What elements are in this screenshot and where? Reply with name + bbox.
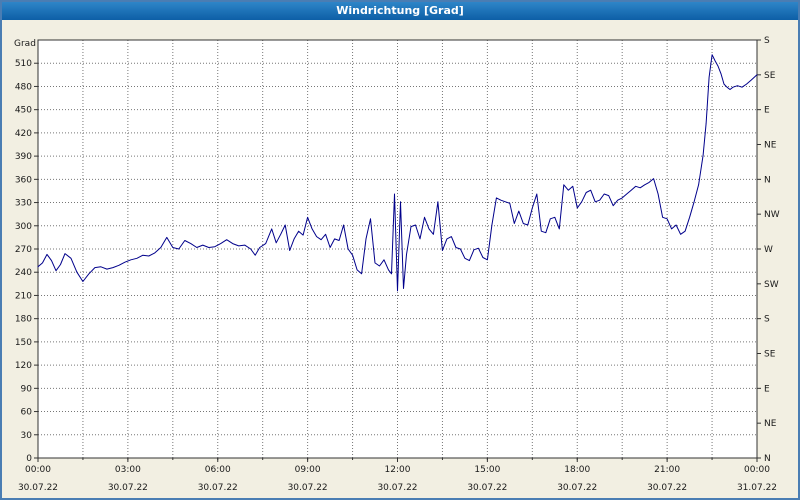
svg-text:06:00: 06:00 xyxy=(205,465,231,475)
svg-text:30.07.22: 30.07.22 xyxy=(467,483,507,493)
svg-text:480: 480 xyxy=(15,82,32,92)
svg-text:NE: NE xyxy=(764,141,777,151)
svg-text:SE: SE xyxy=(764,71,776,81)
svg-text:00:00: 00:00 xyxy=(744,465,770,475)
svg-text:NE: NE xyxy=(764,419,777,429)
svg-text:390: 390 xyxy=(15,152,32,162)
svg-text:30.07.22: 30.07.22 xyxy=(288,483,328,493)
svg-text:S: S xyxy=(764,315,770,325)
svg-text:N: N xyxy=(764,454,771,464)
svg-text:180: 180 xyxy=(15,315,32,325)
svg-text:150: 150 xyxy=(15,338,32,348)
svg-text:30.07.22: 30.07.22 xyxy=(377,483,417,493)
svg-text:E: E xyxy=(764,384,770,394)
svg-text:420: 420 xyxy=(15,129,32,139)
svg-text:450: 450 xyxy=(15,106,32,116)
svg-text:NW: NW xyxy=(764,210,780,220)
chart: Grad 0 30 60 90 120 150 180 210 240 270 300 330 360 39… xyxy=(2,20,798,498)
svg-text:60: 60 xyxy=(21,408,33,418)
svg-text:15:00: 15:00 xyxy=(474,465,500,475)
svg-text:510: 510 xyxy=(15,59,32,69)
window-title: Windrichtung [Grad] xyxy=(336,4,464,17)
svg-text:270: 270 xyxy=(15,245,32,255)
wind-direction-chart: Grad 0 30 60 90 120 150 180 210 240 270 300 330 360 39… xyxy=(14,36,780,493)
svg-text:30.07.22: 30.07.22 xyxy=(647,483,687,493)
svg-text:30: 30 xyxy=(21,431,33,441)
svg-text:N: N xyxy=(764,175,771,185)
svg-text:240: 240 xyxy=(15,268,32,278)
svg-text:Grad: Grad xyxy=(14,39,36,49)
svg-text:12:00: 12:00 xyxy=(385,465,411,475)
svg-text:30.07.22: 30.07.22 xyxy=(198,483,238,493)
svg-text:S: S xyxy=(764,36,770,46)
svg-text:300: 300 xyxy=(15,222,32,232)
window-title-bar: Windrichtung [Grad] xyxy=(2,2,798,20)
svg-text:210: 210 xyxy=(15,291,32,301)
svg-text:18:00: 18:00 xyxy=(564,465,590,475)
svg-text:30.07.22: 30.07.22 xyxy=(18,483,58,493)
svg-text:SW: SW xyxy=(764,280,779,290)
svg-text:31.07.22: 31.07.22 xyxy=(737,483,777,493)
svg-text:W: W xyxy=(764,245,773,255)
svg-text:SE: SE xyxy=(764,350,776,360)
svg-text:30.07.22: 30.07.22 xyxy=(108,483,148,493)
svg-text:330: 330 xyxy=(15,199,32,209)
svg-text:0: 0 xyxy=(26,454,32,464)
svg-text:30.07.22: 30.07.22 xyxy=(557,483,597,493)
svg-text:21:00: 21:00 xyxy=(654,465,680,475)
svg-text:00:00: 00:00 xyxy=(25,465,51,475)
svg-text:120: 120 xyxy=(15,361,32,371)
svg-text:90: 90 xyxy=(21,384,33,394)
svg-text:E: E xyxy=(764,106,770,116)
svg-text:03:00: 03:00 xyxy=(115,465,141,475)
svg-text:360: 360 xyxy=(15,175,32,185)
svg-text:09:00: 09:00 xyxy=(295,465,321,475)
